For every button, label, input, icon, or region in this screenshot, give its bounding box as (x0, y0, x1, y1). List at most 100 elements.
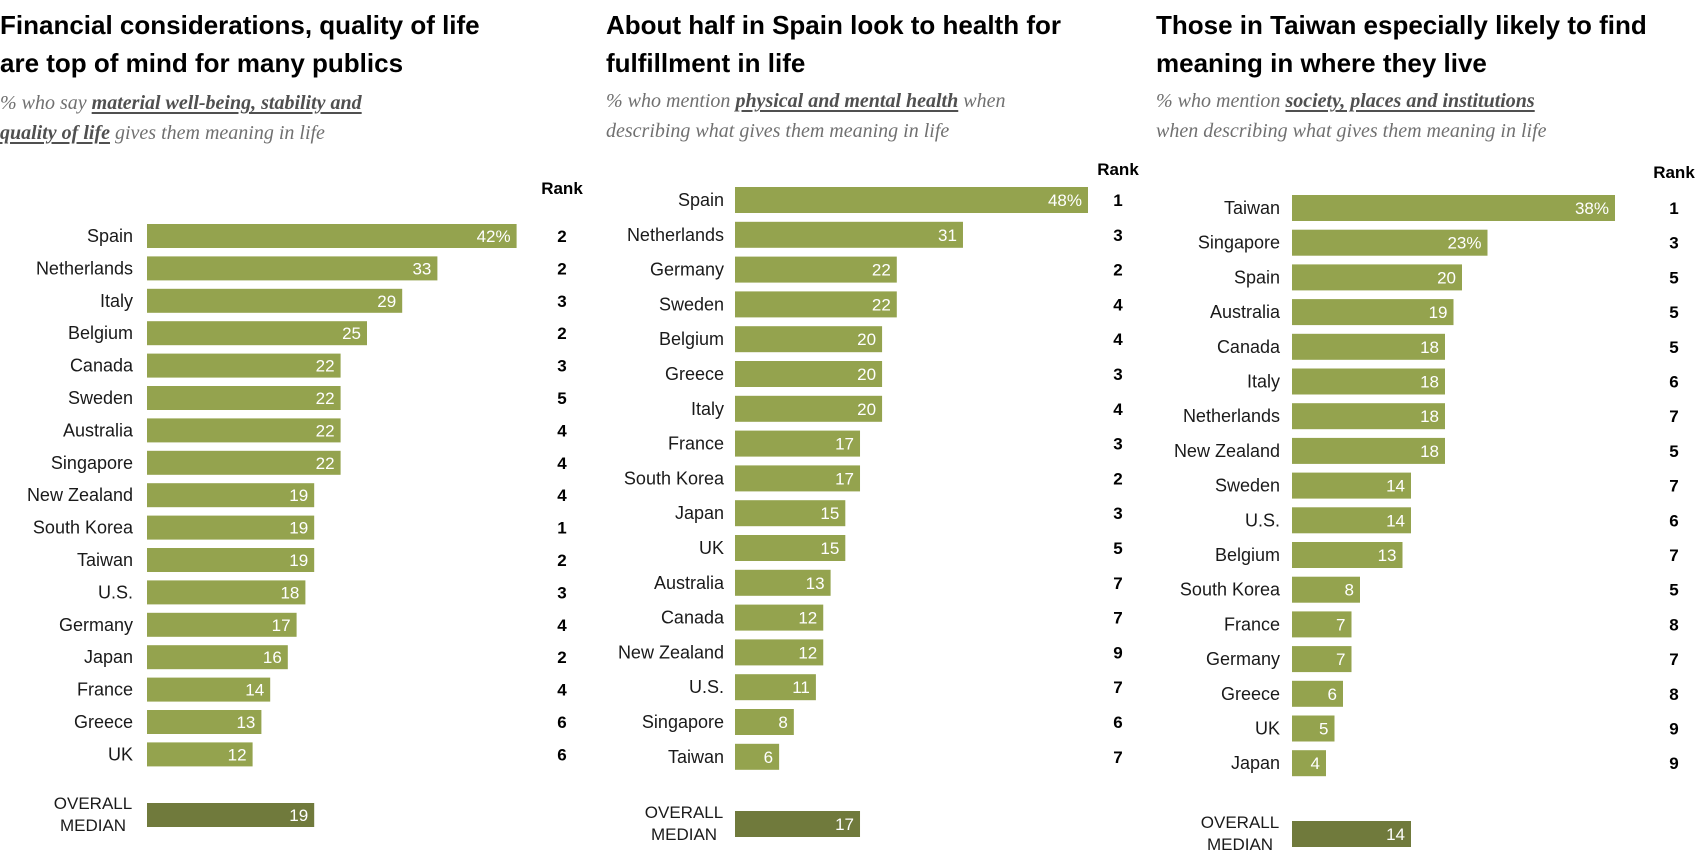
bar-row: Spain 48% 1 (678, 187, 1123, 213)
bar (735, 743, 780, 770)
value-label: 19 (289, 519, 308, 538)
country-label: U.S. (1245, 510, 1280, 530)
value-label: 48% (1048, 191, 1082, 210)
bar (147, 224, 517, 248)
bar-row: Canada 18 5 (1217, 333, 1679, 360)
rank-value: 6 (557, 713, 566, 732)
bar (1292, 264, 1462, 291)
rank-value: 8 (1669, 615, 1678, 634)
median-label: OVERALL (645, 803, 723, 822)
rank-value: 3 (1113, 365, 1122, 384)
bar (1292, 750, 1326, 777)
value-label: 14 (1386, 477, 1405, 496)
bar-row: Netherlands 33 2 (36, 256, 567, 281)
bar (735, 361, 883, 387)
value-label: 17 (272, 616, 291, 635)
rank-value: 3 (1113, 226, 1122, 245)
value-label: 23% (1447, 234, 1481, 253)
value-label: 18 (1420, 373, 1439, 392)
value-label: 25 (342, 324, 361, 343)
bar-row: Netherlands 18 7 (1183, 403, 1679, 430)
bar-row: New Zealand 18 5 (1174, 437, 1679, 464)
value-label: 33 (412, 259, 431, 278)
median-label: MEDIAN (1207, 835, 1273, 852)
rank-value: 5 (1669, 268, 1678, 287)
bar-row: South Korea 17 2 (624, 465, 1123, 492)
bar (735, 430, 861, 457)
rank-value: 4 (1113, 295, 1123, 314)
value-label: 12 (798, 609, 817, 628)
value-label: 20 (857, 330, 876, 349)
bar (147, 321, 367, 346)
rank-value: 1 (1669, 199, 1678, 218)
bar (1292, 437, 1445, 464)
bar-row: Taiwan 19 2 (77, 548, 567, 572)
chart-panel-society: Those in Taiwan especially likely to fin… (1156, 0, 1706, 852)
bar-row: Sweden 22 5 (68, 386, 567, 410)
bar-row: Spain 42% 2 (87, 224, 567, 248)
bar (1292, 403, 1445, 430)
value-label: 13 (236, 713, 255, 732)
rank-value: 6 (1669, 373, 1678, 392)
bar (147, 515, 315, 540)
bar-row: Netherlands 31 3 (627, 221, 1123, 248)
country-label: Canada (70, 356, 134, 376)
bar (147, 288, 403, 313)
country-label: Greece (665, 364, 724, 384)
bar (735, 465, 861, 492)
country-label: Sweden (659, 294, 724, 314)
rank-value: 6 (1669, 511, 1678, 530)
country-label: Germany (1206, 649, 1280, 669)
country-label: Australia (63, 420, 134, 440)
rank-header: Rank (541, 179, 583, 198)
bar (1292, 368, 1445, 395)
bar (147, 483, 315, 508)
rank-value: 7 (1113, 574, 1122, 593)
rank-value: 7 (1113, 678, 1122, 697)
rank-value: 1 (1113, 191, 1122, 210)
rank-value: 4 (557, 616, 567, 635)
rank-value: 9 (1669, 720, 1678, 739)
bar-row: U.S. 11 7 (689, 674, 1123, 701)
bar-row: South Korea 8 5 (1180, 576, 1679, 603)
country-label: Germany (650, 260, 724, 280)
country-label: UK (108, 744, 133, 764)
bar (735, 291, 897, 318)
rank-value: 4 (1113, 330, 1123, 349)
bar-row: UK 15 5 (699, 535, 1123, 561)
value-label: 12 (798, 643, 817, 662)
bar-row: New Zealand 19 4 (27, 483, 567, 508)
bar (735, 569, 831, 596)
value-label: 29 (377, 292, 396, 311)
median-label: OVERALL (1201, 813, 1279, 832)
rank-value: 2 (557, 324, 566, 343)
value-label: 18 (1420, 407, 1439, 426)
bar (147, 645, 288, 670)
bar-row: Sweden 14 7 (1215, 472, 1679, 499)
rank-value: 6 (557, 745, 566, 764)
chart-subtitle: % who mention physical and mental health… (606, 90, 1006, 142)
value-label: 20 (857, 400, 876, 419)
rank-value: 2 (557, 648, 566, 667)
value-label: 4 (1311, 754, 1320, 773)
median-bar (147, 803, 315, 827)
bar (147, 580, 306, 605)
country-label: Taiwan (668, 747, 724, 767)
bar-row: U.S. 18 3 (98, 580, 567, 605)
country-label: Netherlands (627, 225, 724, 245)
country-label: Italy (100, 291, 133, 311)
rank-value: 3 (557, 292, 566, 311)
bar (735, 221, 963, 248)
value-label: 19 (1429, 303, 1448, 322)
bar-row: Belgium 25 2 (68, 321, 567, 346)
median-value-label: 19 (289, 806, 308, 825)
country-label: France (77, 680, 133, 700)
bar (735, 709, 794, 735)
chart-subtitle: % who say material well-being, stability… (0, 92, 362, 144)
value-label: 17 (835, 469, 854, 488)
rank-value: 3 (557, 583, 566, 602)
value-label: 8 (1345, 581, 1354, 600)
bar (1292, 715, 1335, 742)
value-label: 18 (1420, 338, 1439, 357)
